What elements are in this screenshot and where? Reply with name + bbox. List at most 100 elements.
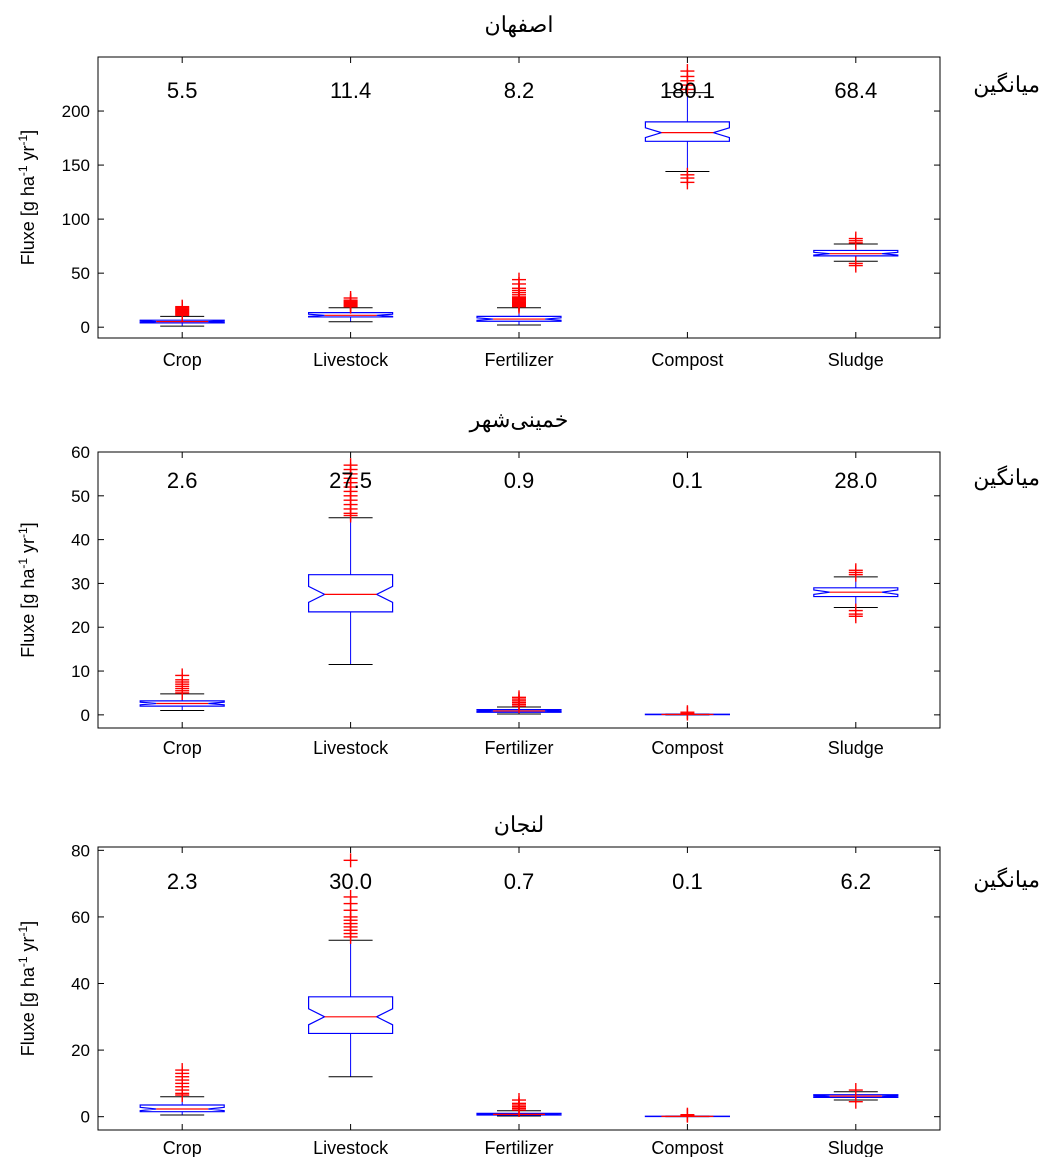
x-tick-label: Fertilizer [484, 350, 553, 370]
box-compost [644, 64, 731, 190]
x-tick-label: Crop [163, 738, 202, 758]
notched-box [308, 996, 394, 1035]
y-axis-label: Fluxe [g ha-1 yr-1] [16, 522, 38, 657]
y-tick-label: 150 [62, 156, 90, 175]
x-tick-label: Sludge [828, 350, 884, 370]
notched-box [308, 574, 394, 613]
x-tick-label: Crop [163, 1138, 202, 1157]
y-tick-label: 40 [71, 531, 90, 550]
box-livestock [308, 853, 394, 1078]
outlier-marker [175, 299, 190, 314]
y-tick-label: 20 [71, 1041, 90, 1060]
x-tick-label: Crop [163, 350, 202, 370]
panel-title: اصفهان [485, 13, 554, 38]
y-tick-label: 0 [81, 706, 90, 725]
outlier-marker [175, 1063, 190, 1078]
notched-box [644, 121, 731, 142]
y-tick-label: 60 [71, 908, 90, 927]
notched-box [813, 587, 899, 598]
outlier-marker [680, 1107, 695, 1122]
x-tick-label: Sludge [828, 738, 884, 758]
mean-value-label: 68.4 [834, 78, 877, 103]
panel-title: خمینی‌شهر [469, 408, 569, 433]
outlier-marker [512, 690, 526, 705]
outlier-marker [848, 603, 863, 618]
box-fertilizer [476, 690, 562, 715]
outlier-marker [343, 458, 358, 473]
y-tick-label: 30 [71, 574, 90, 593]
chart-panel-3: 0 20 40 60 80 Crop Livestock Fertilizer Compost S… [16, 813, 1040, 1157]
box-crop [139, 1063, 225, 1116]
box-sludge [813, 563, 899, 624]
x-tick-label: Fertilizer [484, 1138, 553, 1157]
notched-box [308, 312, 394, 318]
mean-value-label: 0.1 [672, 468, 703, 493]
mean-value-label: 11.4 [330, 78, 371, 103]
outlier-marker [848, 1083, 863, 1098]
box-sludge [813, 1083, 899, 1109]
mean-value-label: 5.5 [167, 78, 198, 103]
outlier-marker [680, 64, 695, 79]
outlier-marker [848, 231, 863, 246]
mean-value-label: 6.2 [841, 869, 872, 894]
mean-side-label: میانگین [973, 72, 1040, 98]
x-tick-label: Compost [651, 738, 723, 758]
notched-box [476, 708, 562, 713]
box-compost [644, 705, 731, 721]
box-crop [139, 668, 225, 711]
mean-value-label: 0.7 [504, 869, 535, 894]
notched-box [476, 1112, 562, 1116]
notched-box [139, 319, 225, 324]
mean-value-label: 28.0 [834, 468, 877, 493]
mean-value-label: 8.2 [504, 78, 535, 103]
y-tick-label: 0 [81, 1108, 90, 1127]
box-fertilizer [476, 272, 562, 326]
mean-value-label: 30.0 [329, 869, 372, 894]
outlier-marker [848, 563, 863, 578]
box-crop [139, 299, 225, 327]
mean-value-label: 0.9 [504, 468, 535, 493]
x-tick-label: Compost [651, 1138, 723, 1157]
y-tick-label: 0 [81, 318, 90, 337]
y-tick-label: 80 [71, 841, 90, 860]
box-fertilizer [476, 1093, 562, 1118]
y-tick-label: 60 [71, 443, 90, 462]
y-tick-label: 100 [62, 210, 90, 229]
notched-box [139, 700, 225, 707]
x-tick-label: Livestock [313, 1138, 389, 1157]
outlier-marker [680, 705, 695, 720]
mean-value-label: 27.5 [329, 468, 372, 493]
box-livestock [308, 458, 394, 665]
outlier-marker [343, 291, 358, 306]
mean-value-label: 180.1 [660, 78, 715, 103]
x-tick-label: Livestock [313, 350, 389, 370]
y-tick-label: 40 [71, 975, 90, 994]
mean-side-label: میانگین [973, 465, 1040, 491]
x-tick-label: Fertilizer [484, 738, 553, 758]
y-tick-label: 50 [71, 487, 90, 506]
outlier-marker [512, 1093, 526, 1108]
panel-title: لنجان [494, 813, 544, 838]
mean-value-label: 2.3 [167, 869, 198, 894]
mean-value-label: 0.1 [672, 869, 703, 894]
x-tick-label: Compost [651, 350, 723, 370]
y-tick-label: 50 [71, 264, 90, 283]
outlier-marker [343, 853, 358, 868]
outlier-marker [343, 889, 358, 904]
notched-box [139, 1104, 225, 1113]
outlier-marker [512, 272, 526, 287]
outlier-marker [175, 668, 190, 683]
x-tick-label: Sludge [828, 1138, 884, 1157]
y-tick-label: 200 [62, 102, 90, 121]
mean-value-label: 2.6 [167, 468, 198, 493]
notched-box [813, 1094, 899, 1098]
chart-panel-2: 0 10 20 30 40 50 60 Crop Livestock Fertilizer Comp… [16, 408, 1040, 758]
box-sludge [813, 231, 899, 273]
outlier-marker [680, 167, 695, 182]
y-tick-label: 20 [71, 618, 90, 637]
box-compost [644, 1107, 731, 1123]
outlier-marker [848, 256, 863, 271]
notched-box [476, 315, 562, 322]
mean-side-label: میانگین [973, 867, 1040, 893]
